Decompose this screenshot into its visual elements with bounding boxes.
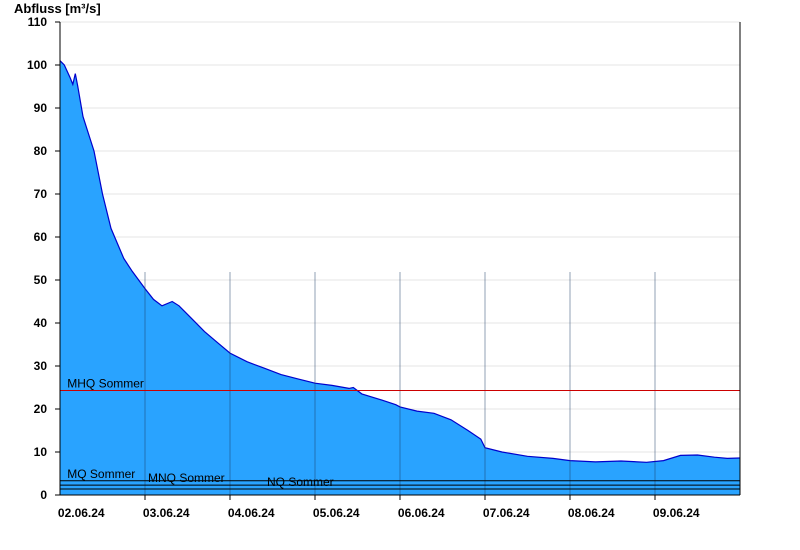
y-tick-label: 30 — [34, 359, 48, 373]
y-tick-label: 110 — [28, 15, 48, 29]
area-line — [59, 60, 741, 463]
x-tick-label: 03.06.24 — [143, 506, 190, 520]
x-tick-label: 02.06.24 — [58, 506, 105, 520]
x-tick-label: 06.06.24 — [398, 506, 445, 520]
y-tick-label: 100 — [27, 58, 47, 72]
y-tick-label: 80 — [34, 144, 48, 158]
reference-label: MHQ Sommer — [67, 377, 144, 391]
y-axis-title: Abfluss [m³/s] — [14, 1, 101, 16]
reference-label: MNQ Sommer — [148, 471, 225, 485]
y-tick-label: 70 — [34, 187, 48, 201]
reference-label: NQ Sommer — [267, 475, 334, 489]
y-tick-label: 0 — [40, 488, 47, 502]
x-tick-labels: 02.06.24 03.06.24 04.06.24 05.06.24 06.06.24… — [58, 506, 700, 520]
y-tick-label: 40 — [34, 316, 48, 330]
x-tick-label: 07.06.24 — [483, 506, 530, 520]
x-tick-label: 05.06.24 — [313, 506, 360, 520]
y-tick-label: 60 — [34, 230, 48, 244]
reference-lines: MHQ Sommer MQ Sommer MNQ Sommer NQ Sommer — [60, 377, 740, 490]
x-tick-label: 08.06.24 — [568, 506, 615, 520]
y-tick-label: 90 — [34, 101, 48, 115]
y-tick-labels: 0 10 20 30 40 50 60 70 80 90 100 110 — [27, 15, 47, 502]
y-tick-label: 20 — [34, 402, 48, 416]
x-tick-label: 09.06.24 — [653, 506, 700, 520]
reference-label: MQ Sommer — [67, 467, 135, 481]
day-dividers — [144, 272, 656, 495]
y-tick-label: 10 — [34, 445, 48, 459]
axes — [55, 21, 741, 500]
x-tick-label: 04.06.24 — [228, 506, 275, 520]
y-tick-label: 50 — [34, 273, 48, 287]
